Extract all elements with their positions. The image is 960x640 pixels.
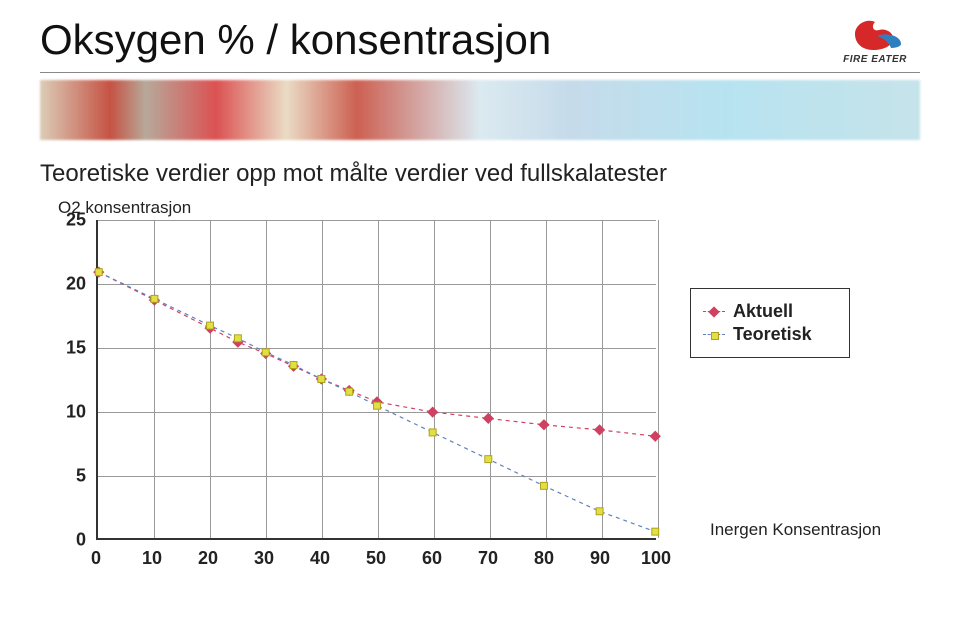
y-tick: 5 (50, 466, 86, 487)
legend-item-teoretisk: Teoretisk (703, 324, 837, 345)
subtitle: Teoretiske verdier opp mot målte verdier… (40, 160, 667, 188)
banner-image (40, 80, 920, 140)
y-tick: 10 (50, 402, 86, 423)
x-tick: 90 (590, 548, 610, 569)
x-tick: 40 (310, 548, 330, 569)
x-tick: 60 (422, 548, 442, 569)
legend-item-aktuell: Aktuell (703, 301, 837, 322)
x-tick: 50 (366, 548, 386, 569)
x-axis-label: Inergen Konsentrasjon (710, 520, 890, 540)
slide: Oksygen % / konsentrasjon FIRE EATER Teo… (0, 0, 960, 640)
legend-label: Aktuell (733, 301, 793, 322)
flame-icon (845, 16, 905, 52)
x-tick: 20 (198, 548, 218, 569)
legend: Aktuell Teoretisk (690, 288, 850, 358)
legend-label: Teoretisk (733, 324, 812, 345)
header-rule (40, 72, 920, 73)
diamond-marker-icon (703, 305, 725, 319)
page-title: Oksygen % / konsentrasjon (40, 16, 551, 64)
y-tick: 0 (50, 530, 86, 551)
brand-text: FIRE EATER (843, 54, 907, 65)
chart: O2 konsentrasjon 0102030405060708090100 … (50, 220, 910, 610)
plot-area (96, 220, 656, 540)
x-tick: 80 (534, 548, 554, 569)
square-marker-icon (703, 328, 725, 342)
y-tick: 25 (50, 210, 86, 231)
x-tick: 70 (478, 548, 498, 569)
header: Oksygen % / konsentrasjon FIRE EATER (0, 0, 960, 70)
y-tick: 15 (50, 338, 86, 359)
chart-lines (98, 220, 656, 538)
x-axis-ticks: 0102030405060708090100 (96, 548, 656, 578)
y-tick: 20 (50, 274, 86, 295)
brand-logo: FIRE EATER (830, 10, 920, 70)
x-tick: 100 (641, 548, 671, 569)
x-tick: 10 (142, 548, 162, 569)
x-tick: 0 (91, 548, 101, 569)
x-tick: 30 (254, 548, 274, 569)
